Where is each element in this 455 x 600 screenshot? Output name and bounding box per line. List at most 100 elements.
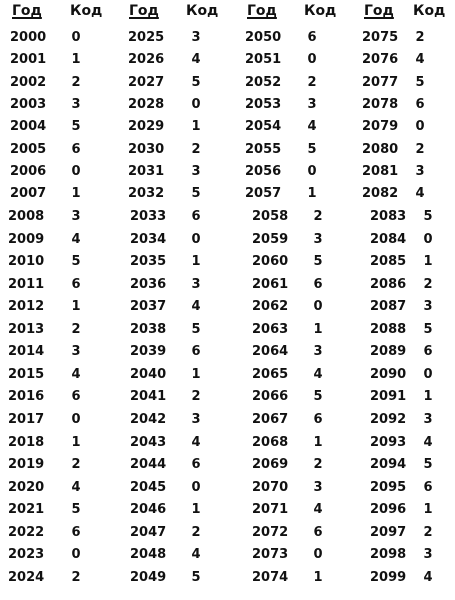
year-cell: 2037 (130, 299, 167, 314)
year-cell: 2083 (370, 209, 407, 224)
year-cell: 2078 (362, 97, 399, 112)
year-cell: 2006 (10, 164, 47, 179)
code-cell: 4 (71, 480, 81, 495)
year-cell: 2002 (10, 75, 47, 90)
year-cell: 2042 (130, 412, 167, 427)
code-cell: 5 (71, 119, 81, 134)
year-cell: 2003 (10, 97, 47, 112)
code-cell: 1 (307, 186, 317, 201)
code-cell: 1 (71, 435, 81, 450)
code-cell: 3 (423, 412, 433, 427)
year-cell: 2043 (130, 435, 167, 450)
code-cell: 2 (423, 525, 433, 540)
year-cell: 2063 (252, 322, 289, 337)
column-header-year: Год (247, 3, 277, 19)
code-cell: 3 (191, 412, 201, 427)
year-cell: 2005 (10, 142, 47, 157)
year-cell: 2052 (245, 75, 282, 90)
code-cell: 3 (313, 344, 323, 359)
year-cell: 2062 (252, 299, 289, 314)
year-cell: 2009 (8, 232, 45, 247)
code-cell: 1 (191, 119, 201, 134)
year-cell: 2019 (8, 457, 45, 472)
code-cell: 0 (191, 480, 201, 495)
year-cell: 2033 (130, 209, 167, 224)
year-cell: 2026 (128, 52, 165, 67)
code-cell: 3 (71, 97, 81, 112)
year-cell: 2086 (370, 277, 407, 292)
code-cell: 2 (191, 142, 201, 157)
year-cell: 2094 (370, 457, 407, 472)
year-cell: 2095 (370, 480, 407, 495)
year-cell: 2022 (8, 525, 45, 540)
code-cell: 3 (313, 232, 323, 247)
code-cell: 0 (313, 547, 323, 562)
code-cell: 4 (423, 435, 433, 450)
code-cell: 3 (423, 299, 433, 314)
year-cell: 2099 (370, 570, 407, 585)
code-cell: 0 (423, 367, 433, 382)
code-cell: 5 (191, 322, 201, 337)
code-cell: 4 (191, 52, 201, 67)
code-cell: 3 (415, 164, 425, 179)
year-cell: 2061 (252, 277, 289, 292)
year-cell: 2080 (362, 142, 399, 157)
code-cell: 6 (191, 457, 201, 472)
code-cell: 1 (191, 367, 201, 382)
code-cell: 6 (71, 277, 81, 292)
code-cell: 3 (313, 480, 323, 495)
year-cell: 2064 (252, 344, 289, 359)
code-cell: 5 (313, 254, 323, 269)
column-header-code: Код (413, 3, 446, 19)
code-cell: 4 (71, 232, 81, 247)
year-cell: 2091 (370, 389, 407, 404)
code-cell: 2 (415, 30, 425, 45)
year-cell: 2001 (10, 52, 47, 67)
code-cell: 1 (71, 299, 81, 314)
year-cell: 2072 (252, 525, 289, 540)
year-cell: 2030 (128, 142, 165, 157)
code-cell: 0 (71, 164, 81, 179)
code-cell: 2 (313, 457, 323, 472)
code-cell: 4 (307, 119, 317, 134)
code-cell: 2 (71, 570, 81, 585)
code-cell: 4 (191, 435, 201, 450)
code-cell: 4 (313, 367, 323, 382)
column-header-code: Код (186, 3, 219, 19)
code-cell: 1 (423, 254, 433, 269)
code-cell: 6 (313, 412, 323, 427)
code-cell: 6 (191, 344, 201, 359)
code-cell: 1 (313, 570, 323, 585)
year-cell: 2089 (370, 344, 407, 359)
year-cell: 2023 (8, 547, 45, 562)
code-cell: 0 (307, 164, 317, 179)
code-cell: 2 (313, 209, 323, 224)
code-cell: 2 (71, 322, 81, 337)
year-cell: 2040 (130, 367, 167, 382)
year-cell: 2050 (245, 30, 282, 45)
year-cell: 2015 (8, 367, 45, 382)
code-cell: 3 (307, 97, 317, 112)
year-cell: 2070 (252, 480, 289, 495)
year-cell: 2039 (130, 344, 167, 359)
year-cell: 2054 (245, 119, 282, 134)
year-cell: 2096 (370, 502, 407, 517)
code-cell: 6 (307, 30, 317, 45)
year-cell: 2085 (370, 254, 407, 269)
year-cell: 2097 (370, 525, 407, 540)
code-cell: 4 (415, 52, 425, 67)
year-cell: 2075 (362, 30, 399, 45)
column-header-code: Код (70, 3, 103, 19)
year-cell: 2020 (8, 480, 45, 495)
code-cell: 1 (313, 322, 323, 337)
year-cell: 2028 (128, 97, 165, 112)
code-cell: 0 (191, 97, 201, 112)
year-cell: 2087 (370, 299, 407, 314)
column-header-code: Код (304, 3, 337, 19)
year-cell: 2044 (130, 457, 167, 472)
year-cell: 2010 (8, 254, 45, 269)
code-cell: 4 (191, 299, 201, 314)
code-cell: 0 (71, 412, 81, 427)
year-cell: 2048 (130, 547, 167, 562)
code-cell: 6 (71, 525, 81, 540)
